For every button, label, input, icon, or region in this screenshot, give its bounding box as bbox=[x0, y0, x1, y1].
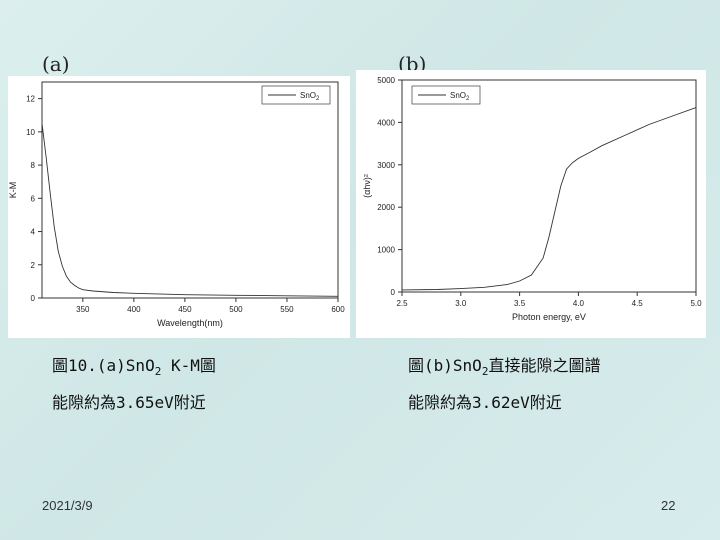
y-axis-label: (αhν)² bbox=[362, 174, 372, 198]
x-tick-label: 500 bbox=[229, 305, 243, 314]
plot-frame bbox=[401, 79, 697, 293]
caption-b-text-post: 直接能隙之圖譜 bbox=[488, 356, 601, 375]
y-tick-label: 0 bbox=[391, 288, 396, 297]
x-tick-label: 450 bbox=[178, 305, 192, 314]
caption-a: 圖10.(a)SnO2 K-M圖 能隙約為3.65eV附近 bbox=[52, 350, 216, 418]
x-tick-label: 4.0 bbox=[573, 299, 585, 308]
slide-page-number: 22 bbox=[661, 498, 676, 513]
y-axis-label: K-M bbox=[8, 182, 18, 199]
km-chart: 350 400 450 500 550 600 0 2 4 6 8 10 12 Wavelength(nm… bbox=[8, 81, 345, 328]
slide-date: 2021/3/9 bbox=[42, 498, 93, 513]
caption-a-line2: 能隙約為3.65eV附近 bbox=[52, 393, 206, 413]
chart-b-panel: 2.5 3.0 3.5 4.0 4.5 5.0 0 1000 2000 3000 4000 5000 P… bbox=[356, 70, 706, 338]
y-tick-label: 4000 bbox=[377, 118, 395, 127]
x-tick-label: 5.0 bbox=[690, 299, 702, 308]
y-tick-label: 5000 bbox=[377, 76, 395, 85]
y-tick-label: 0 bbox=[31, 294, 36, 303]
series-line bbox=[401, 107, 697, 291]
x-tick-label: 600 bbox=[331, 305, 345, 314]
caption-b-text: 圖(b)SnO bbox=[408, 356, 482, 375]
y-tick-label: 8 bbox=[31, 161, 36, 170]
chart-a-panel: 350 400 450 500 550 600 0 2 4 6 8 10 12 Wavelength(nm… bbox=[8, 76, 350, 338]
caption-a-text: 圖10.(a)SnO bbox=[52, 356, 155, 375]
x-tick-label: 3.0 bbox=[455, 299, 467, 308]
y-tick-label: 1000 bbox=[377, 246, 395, 255]
x-tick-label: 2.5 bbox=[396, 299, 408, 308]
y-tick-label: 3000 bbox=[377, 161, 395, 170]
y-tick-label: 2 bbox=[31, 261, 36, 270]
y-tick-label: 10 bbox=[26, 128, 35, 137]
caption-b: 圖(b)SnO2直接能隙之圖譜 能隙約為3.62eV附近 bbox=[408, 350, 600, 418]
x-axis-label: Photon energy, eV bbox=[512, 312, 586, 322]
y-tick-label: 6 bbox=[31, 194, 36, 203]
x-tick-label: 4.5 bbox=[632, 299, 644, 308]
y-tick-label: 4 bbox=[31, 228, 36, 237]
caption-b-line1: 圖(b)SnO2直接能隙之圖譜 bbox=[408, 350, 600, 387]
caption-b-subscript: 2 bbox=[481, 365, 489, 379]
legend-label: SnO2 bbox=[300, 91, 320, 102]
x-tick-label: 400 bbox=[127, 305, 141, 314]
caption-a-subscript: 2 bbox=[154, 365, 162, 379]
plot-frame bbox=[41, 81, 339, 299]
caption-a-line1: 圖10.(a)SnO2 K-M圖 bbox=[52, 350, 216, 387]
series-line bbox=[41, 123, 339, 297]
direct-gap-chart: 2.5 3.0 3.5 4.0 4.5 5.0 0 1000 2000 3000 4000 5000 P… bbox=[362, 76, 702, 322]
x-tick-label: 350 bbox=[76, 305, 90, 314]
panel-label-a: (a) bbox=[42, 52, 70, 76]
legend-label: SnO2 bbox=[450, 91, 470, 102]
x-tick-label: 550 bbox=[280, 305, 294, 314]
y-tick-label: 2000 bbox=[377, 203, 395, 212]
caption-b-line2: 能隙約為3.62eV附近 bbox=[408, 393, 562, 413]
caption-a-text-post: K-M圖 bbox=[161, 356, 216, 375]
y-tick-label: 12 bbox=[26, 95, 35, 104]
x-axis-label: Wavelength(nm) bbox=[157, 318, 223, 328]
x-tick-label: 3.5 bbox=[514, 299, 526, 308]
